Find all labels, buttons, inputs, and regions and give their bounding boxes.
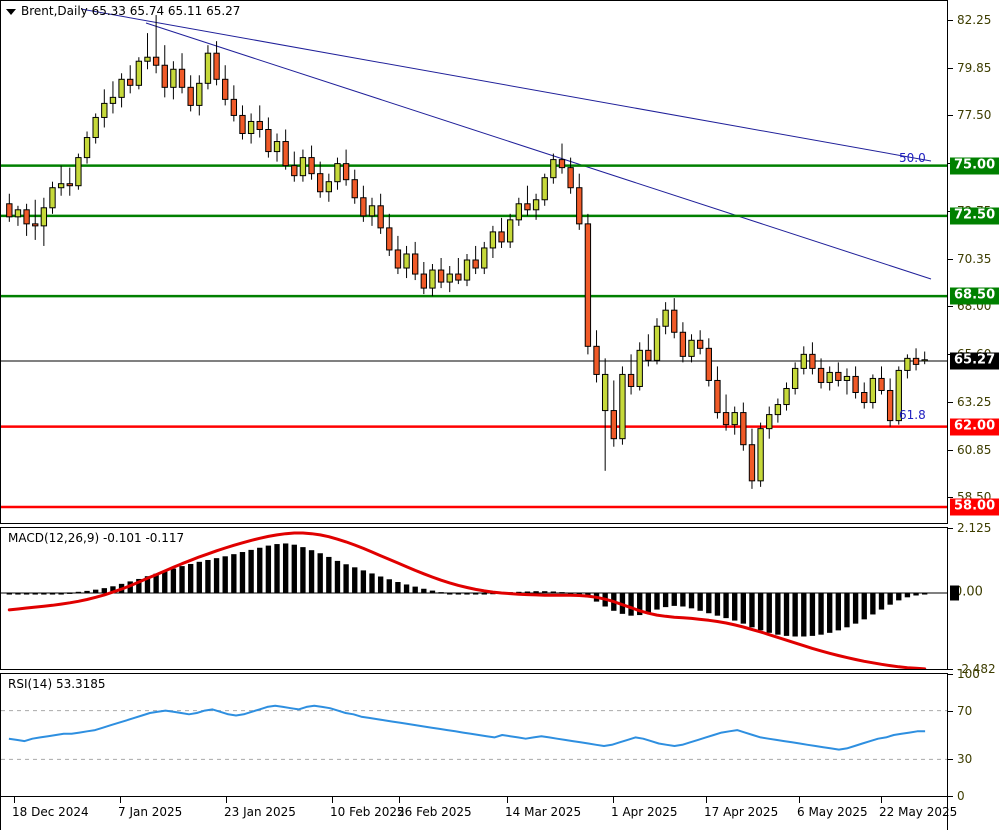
price-axis-tick: 70.35 <box>957 251 992 266</box>
price-axis-tick: 63.25 <box>957 394 992 409</box>
fib-level-label: 50.0 <box>899 150 926 165</box>
axis-tick-mark <box>948 669 953 670</box>
axis-tick-mark <box>948 401 953 403</box>
date-axis-label: 23 Jan 2025 <box>224 805 296 819</box>
rsi-axis-tick: 30 <box>957 752 973 767</box>
date-tick-mark <box>332 797 333 803</box>
date-tick-mark <box>706 797 707 803</box>
date-tick-mark <box>226 797 227 803</box>
date-axis-label: 1 Apr 2025 <box>611 805 678 819</box>
date-axis-label: 26 Feb 2025 <box>397 805 472 819</box>
axis-tick-mark <box>948 115 953 117</box>
axis-tick-mark <box>948 258 953 260</box>
price-level-badge[interactable]: 72.50 <box>950 207 1000 225</box>
axis-tick-mark <box>948 68 953 70</box>
axis-tick-mark <box>948 20 953 22</box>
macd-panel[interactable]: MACD(12,26,9) -0.101 -0.117 <box>0 527 948 670</box>
date-axis-label: 18 Dec 2024 <box>12 805 89 819</box>
price-axis-tick: 60.85 <box>957 442 992 457</box>
price-axis-tick: 79.85 <box>957 61 992 76</box>
date-tick-mark <box>507 797 508 803</box>
date-tick-mark <box>120 797 121 803</box>
axis-tick-mark <box>948 674 953 675</box>
price-axis-tick: 77.50 <box>957 108 992 123</box>
price-scale-axis[interactable]: 82.2579.8577.5075.1572.7570.3568.0065.60… <box>948 0 1007 830</box>
date-axis-label: 22 May 2025 <box>879 805 958 819</box>
date-axis-label: 6 May 2025 <box>797 805 868 819</box>
price-level-badge[interactable]: 75.00 <box>950 157 1000 175</box>
rsi-axis-tick: 70 <box>957 703 973 718</box>
price-level-badge[interactable]: 62.00 <box>950 418 1000 436</box>
price-chart-panel[interactable]: Brent,Daily 65.33 65.74 65.11 65.27 50.0… <box>0 0 948 524</box>
price-plot-area[interactable] <box>1 1 947 523</box>
fib-level-label: 61.8 <box>899 407 926 422</box>
price-level-badge[interactable]: 58.00 <box>950 498 1000 516</box>
macd-axis-tick: -2.482 <box>957 662 996 676</box>
rsi-axis-tick: 0 <box>957 789 965 803</box>
axis-tick-mark <box>948 759 953 761</box>
axis-tick-mark <box>948 496 953 498</box>
date-axis-label: 10 Feb 2025 <box>330 805 405 819</box>
rsi-panel[interactable]: RSI(14) 53.3185 <box>0 673 948 797</box>
rsi-plot-area[interactable] <box>1 674 947 796</box>
axis-tick-mark <box>948 796 953 797</box>
price-axis-tick: 82.25 <box>957 13 992 28</box>
macd-label: MACD(12,26,9) -0.101 -0.117 <box>8 531 185 545</box>
symbol-header-label: Brent,Daily 65.33 65.74 65.11 65.27 <box>21 4 241 18</box>
axis-tick-mark <box>948 449 953 451</box>
axis-tick-mark <box>948 528 953 529</box>
price-level-badge[interactable]: 68.50 <box>950 287 1000 305</box>
date-axis-label: 17 Apr 2025 <box>704 805 779 819</box>
date-axis-label: 14 Mar 2025 <box>505 805 582 819</box>
macd-plot-area[interactable] <box>1 528 947 669</box>
rsi-axis-tick: 100 <box>957 667 980 681</box>
date-tick-mark <box>799 797 800 803</box>
date-axis-label: 7 Jan 2025 <box>118 805 183 819</box>
macd-zero-badge: 0.00 <box>954 584 983 600</box>
triangle-down-icon[interactable] <box>6 9 16 15</box>
macd-zero-marker <box>950 585 959 601</box>
date-axis: 18 Dec 2024 7 Jan 2025 23 Jan 2025 10 Feb 2… <box>0 797 957 830</box>
date-tick-mark <box>881 797 882 803</box>
date-tick-mark <box>399 797 400 803</box>
date-tick-mark <box>14 797 15 803</box>
price-level-badge[interactable]: 65.27 <box>950 352 1000 370</box>
axis-tick-mark <box>948 306 953 308</box>
axis-tick-mark <box>948 710 953 712</box>
macd-axis-tick: 2.125 <box>957 521 992 535</box>
date-tick-mark <box>613 797 614 803</box>
rsi-label: RSI(14) 53.3185 <box>8 677 106 691</box>
